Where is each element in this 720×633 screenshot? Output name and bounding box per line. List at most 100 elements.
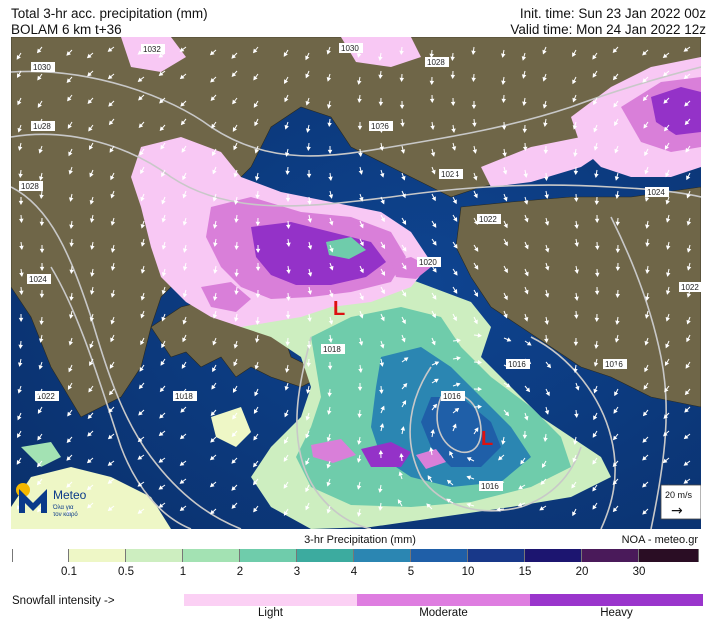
wind-arrow-head [140,242,146,247]
wind-arrow-head [685,364,690,369]
wind-arrow-head [526,359,532,365]
wind-arrow-head [253,75,258,81]
isobar-label: 1016 [605,360,623,369]
wind-arrow-head [17,433,22,439]
wind-arrow-head [286,296,291,302]
colorbar-ticks: 0.1 0.5 1 2 3 4 5 10 15 20 30 [12,566,712,580]
wind-arrow-head [474,265,479,270]
wind-arrow-head [544,194,549,199]
wind-arrow-head [305,415,311,421]
wind-arrow-head [254,121,259,127]
wind-arrow-head [66,78,72,83]
wind-arrow-head [522,146,528,152]
wind-arrow-head [140,313,145,319]
wind-arrow-head [87,414,93,420]
wind-arrow-head [67,96,72,102]
wind-arrow-head [68,151,73,157]
wind-arrow-head [107,434,113,440]
meteo-logo[interactable]: Meteo Όλα για τον καιρό [15,483,87,518]
wind-arrow-head [36,462,42,468]
wind-arrow-head [614,148,619,154]
wind-arrow-head [182,221,188,226]
wind-arrow-head [642,78,647,83]
wind-arrow-head [255,248,261,254]
isobar-label: 1032 [143,45,161,54]
wind-arrow-head [158,431,164,437]
wind-arrow-head [210,411,216,417]
wind-arrow-head [432,295,437,300]
wind-arrow-head [592,433,597,438]
wind-arrow-head [518,485,523,490]
wind-arrow-head [380,316,385,322]
wind-arrow-head [182,175,187,181]
wind-arrow-head [432,223,437,228]
wind-arrow-head [358,170,364,175]
wind-arrow-head [397,499,402,504]
wind-arrow-head [614,364,619,370]
wind-arrow-head [159,387,165,393]
wind-arrow-head [283,457,288,462]
wind-arrow-head [232,414,237,420]
wind-arrow-head [399,104,405,110]
wind-arrow-head [665,343,670,349]
wind-arrow-head [212,151,217,156]
colorbar-cell [12,549,69,562]
wind-arrow-head [285,314,291,320]
wind-arrow-head [326,77,332,82]
wind-arrow-head [506,364,512,369]
wind-arrow-head [180,120,186,126]
wind-arrow-head [474,427,479,433]
wind-arrow-head [158,458,164,463]
isobar-label: 1022 [681,283,699,292]
wind-arrow-head [182,337,187,343]
wind-arrow-head [285,368,290,373]
wind-arrow-head [526,341,532,346]
wind-arrow-head [213,269,218,274]
wind-arrow-head [140,169,145,175]
colorbar-cell [411,549,468,562]
wind-arrow-head [108,408,113,413]
isobar-label: 1018 [323,345,341,354]
wind-arrow-head [18,200,24,206]
wind-arrow-head [108,390,114,396]
wind-arrow-head [474,247,479,252]
wind-arrow-head [379,173,385,178]
wind-arrow-head [662,458,668,464]
wind-arrow-head [429,98,435,104]
wind-arrow-head [401,175,406,181]
forecast-map[interactable]: 1030 1032 1030 1028 1028 1026 1028 1024 … [11,37,701,529]
wind-arrow-head [158,485,164,490]
wind-arrow-head [546,363,552,369]
wind-arrow-head [446,479,452,485]
isobar-label: 1028 [427,58,445,67]
wind-arrow-head [664,361,670,366]
wind-arrow-head [212,296,218,301]
wind-arrow-head [542,76,547,82]
wind-arrow-head [252,48,258,54]
wind-arrow-head [37,409,42,414]
wind-arrow-head [427,475,432,480]
wind-arrow-head [431,340,436,346]
wind-arrow-head [544,338,549,344]
wind-arrow-head [357,440,362,445]
wind-arrow-head [664,387,669,393]
wind-arrow-head [573,341,579,347]
snowfall-bar [184,594,703,606]
wind-arrow-head [359,196,364,202]
wind-arrow-head [179,434,185,440]
colorbar-title: 3-hr Precipitation (mm) [304,534,416,546]
wind-arrow-head [140,223,146,229]
wind-arrow-head [69,224,74,229]
wind-arrow-head [253,507,258,513]
wind-arrow-head [524,289,529,295]
logo-tagline-1: Όλα για [52,505,74,511]
wind-arrow-head [506,337,512,342]
wind-arrow-head [254,391,259,397]
wind-arrow-head [253,435,258,441]
wind-arrow-head [284,152,290,157]
wind-arrow-head [37,507,42,513]
wind-arrow-head [380,289,385,295]
wind-arrow-head [402,264,407,270]
wind-arrow-head [305,73,310,79]
wind-arrow-head [39,320,44,326]
